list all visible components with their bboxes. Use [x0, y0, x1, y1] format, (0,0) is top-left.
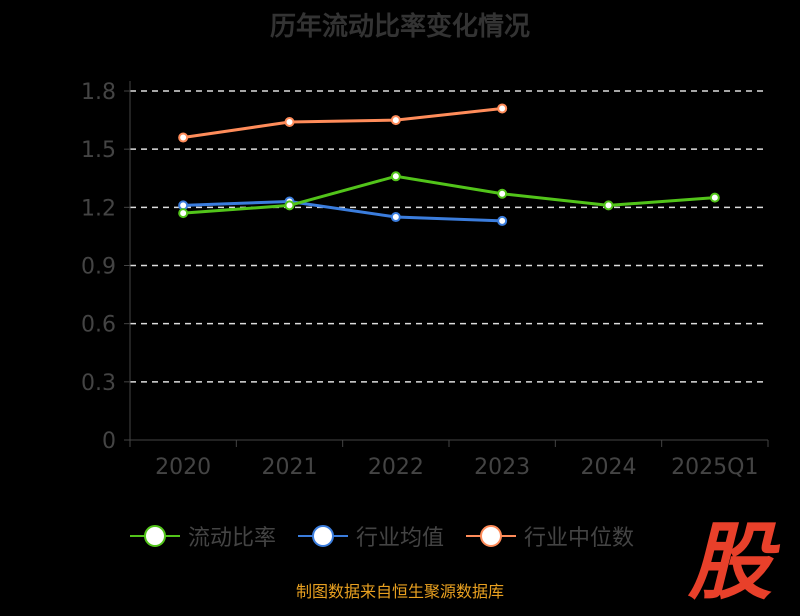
legend-item[interactable]: 行业中位数	[466, 520, 634, 552]
data-point	[178, 132, 189, 143]
data-point	[390, 212, 401, 223]
x-tick-label: 2020	[155, 455, 211, 480]
plot-area: 0 0.3 0.6 0.9 1.2 1.5 1.8 2020 2021 2022 2023 2024 2…	[81, 80, 769, 480]
legend-marker-icon	[466, 525, 517, 547]
data-point	[497, 215, 508, 226]
legend-item[interactable]: 行业均值	[298, 520, 444, 552]
chart-container: 历年流动比率变化情况 0 0.3 0.6 0.9 1.2 1.5 1.8 2020 2021 20…	[81, 12, 772, 611]
footer-source: 制图数据来自恒生聚源数据库	[295, 582, 504, 601]
logo: 股	[688, 513, 773, 611]
y-tick-label: 1.2	[81, 196, 116, 221]
y-tick-label: 1.8	[81, 80, 116, 105]
series-line	[183, 200, 503, 223]
x-tick-label: 2025Q1	[671, 455, 758, 480]
y-tick-label: 0.6	[81, 313, 116, 338]
data-point	[284, 200, 295, 211]
data-point	[709, 192, 720, 203]
data-point	[390, 115, 401, 126]
data-point	[284, 117, 295, 128]
data-point	[497, 103, 508, 114]
x-tick-label: 2024	[581, 455, 637, 480]
legend-label: 行业均值	[356, 526, 445, 551]
data-point	[178, 208, 189, 219]
y-tick-label: 1.5	[81, 138, 116, 163]
legend-label: 流动比率	[188, 526, 277, 551]
legend-marker-icon	[298, 525, 349, 547]
y-tick-label: 0.3	[81, 371, 116, 396]
y-tick-label: 0	[102, 429, 116, 454]
data-point	[497, 188, 508, 199]
series-line	[182, 106, 503, 140]
x-tick-label: 2021	[262, 455, 318, 480]
x-tick-label: 2023	[474, 455, 530, 480]
y-tick-label: 0.9	[81, 255, 116, 280]
chart-title: 历年流动比率变化情况	[269, 12, 530, 42]
legend-item[interactable]: 流动比率	[130, 520, 276, 552]
legend-label: 行业中位数	[524, 526, 635, 551]
data-point	[603, 200, 614, 211]
x-tick-label: 2022	[368, 455, 424, 480]
data-point	[390, 171, 401, 182]
legend-marker-icon	[130, 525, 180, 547]
series-line	[183, 174, 715, 215]
legend: 流动比率 行业均值 行业中位数	[130, 520, 634, 552]
